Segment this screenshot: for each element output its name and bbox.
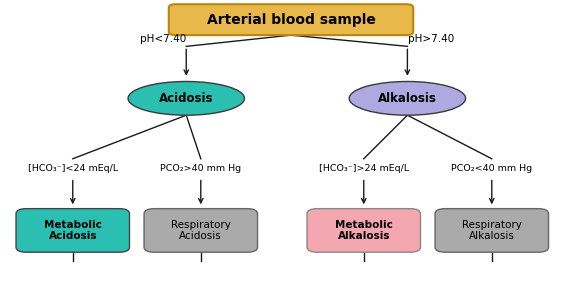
Text: Acidosis: Acidosis bbox=[159, 92, 214, 105]
FancyBboxPatch shape bbox=[307, 209, 420, 252]
Text: pH<7.40: pH<7.40 bbox=[140, 34, 186, 44]
Text: PCO₂>40 mm Hg: PCO₂>40 mm Hg bbox=[160, 164, 242, 173]
Text: Alkalosis: Alkalosis bbox=[378, 92, 437, 105]
Text: Metabolic
Acidosis: Metabolic Acidosis bbox=[44, 220, 102, 241]
FancyBboxPatch shape bbox=[16, 209, 129, 252]
Ellipse shape bbox=[128, 81, 244, 115]
Text: Respiratory
Acidosis: Respiratory Acidosis bbox=[171, 220, 230, 241]
Text: Arterial blood sample: Arterial blood sample bbox=[207, 13, 375, 27]
Text: [HCO₃⁻]>24 mEq/L: [HCO₃⁻]>24 mEq/L bbox=[319, 164, 409, 173]
FancyBboxPatch shape bbox=[169, 4, 413, 35]
Text: pH>7.40: pH>7.40 bbox=[407, 34, 454, 44]
Text: Metabolic
Alkalosis: Metabolic Alkalosis bbox=[335, 220, 393, 241]
Text: PCO₂<40 mm Hg: PCO₂<40 mm Hg bbox=[451, 164, 533, 173]
FancyBboxPatch shape bbox=[435, 209, 548, 252]
Ellipse shape bbox=[349, 81, 466, 115]
FancyBboxPatch shape bbox=[144, 209, 258, 252]
Text: Respiratory
Alkalosis: Respiratory Alkalosis bbox=[462, 220, 521, 241]
Text: [HCO₃⁻]<24 mEq/L: [HCO₃⁻]<24 mEq/L bbox=[28, 164, 118, 173]
